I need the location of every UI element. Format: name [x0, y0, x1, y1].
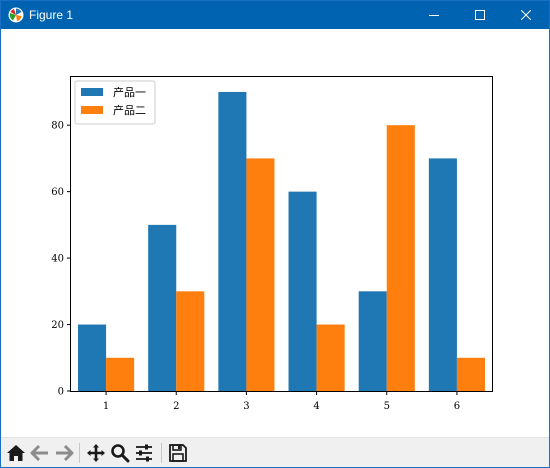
legend-label-2: 产品二 — [113, 103, 146, 117]
x-tick-label: 2 — [173, 401, 179, 412]
y-tick-label: 40 — [51, 254, 64, 265]
close-icon — [521, 10, 531, 20]
maximize-icon — [475, 10, 485, 20]
x-tick-label: 4 — [313, 401, 319, 412]
legend-swatch-2 — [81, 106, 103, 114]
back-button[interactable] — [29, 442, 51, 464]
bar-s2-4 — [316, 324, 345, 391]
y-tick-label: 60 — [51, 187, 64, 198]
toolbar-separator — [161, 443, 162, 463]
back-arrow-icon — [30, 444, 48, 462]
y-tick-label: 80 — [51, 121, 64, 132]
forward-button[interactable] — [53, 442, 75, 464]
x-tick-label: 5 — [384, 401, 390, 412]
bar-s1-1 — [78, 324, 107, 391]
title-bar: Figure 1 — [1, 1, 549, 29]
home-button[interactable] — [5, 442, 27, 464]
x-ticks-group: 1 2 3 4 5 6 — [103, 391, 460, 412]
zoom-icon — [111, 444, 130, 463]
axes-frame — [70, 76, 493, 392]
bar-s2-5 — [386, 125, 415, 391]
y-tick-label: 20 — [51, 320, 64, 331]
bar-s1-2 — [148, 224, 177, 391]
plot-area: 1 2 3 4 5 6 0 20 40 60 80 产品一产品二 — [1, 29, 549, 437]
minimize-button[interactable] — [411, 1, 457, 29]
x-tick-label: 1 — [103, 401, 109, 412]
x-tick-label: 3 — [243, 401, 249, 412]
matplotlib-icon — [8, 7, 24, 23]
toolbar-separator — [79, 443, 80, 463]
bars-group — [78, 91, 485, 391]
configure-subplots-button[interactable] — [133, 442, 155, 464]
pan-icon — [87, 444, 105, 462]
bar-s2-2 — [176, 291, 205, 391]
zoom-button[interactable] — [109, 442, 131, 464]
bar-s2-1 — [106, 357, 135, 391]
window-title: Figure 1 — [29, 8, 74, 22]
pan-button[interactable] — [85, 442, 107, 464]
bar-s1-6 — [428, 158, 457, 391]
bar-s2-6 — [456, 357, 485, 391]
navigation-toolbar — [1, 437, 549, 467]
legend-swatch-1 — [81, 88, 103, 96]
bar-s2-3 — [246, 158, 275, 391]
y-ticks-group: 0 20 40 60 80 — [51, 121, 71, 398]
x-tick-label: 6 — [454, 401, 460, 412]
configure-subplots-icon — [136, 444, 152, 462]
maximize-button[interactable] — [457, 1, 503, 29]
minimize-icon — [429, 15, 439, 16]
save-button[interactable] — [167, 442, 189, 464]
close-button[interactable] — [503, 1, 549, 29]
save-icon — [169, 444, 187, 462]
legend-label-1: 产品一 — [113, 85, 146, 99]
bar-s1-3 — [218, 91, 247, 391]
bar-s1-4 — [288, 191, 317, 391]
y-tick-label: 0 — [58, 387, 64, 398]
bar-s1-5 — [358, 291, 387, 391]
forward-arrow-icon — [56, 444, 74, 462]
home-icon — [7, 445, 25, 461]
